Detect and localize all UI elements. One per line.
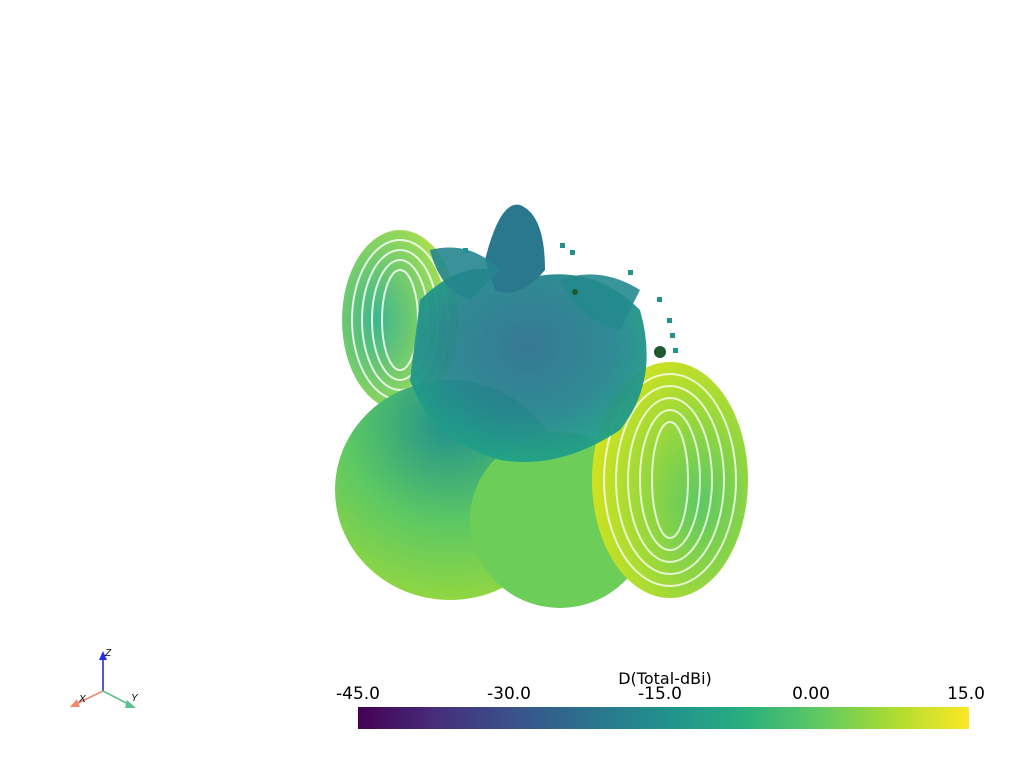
dark-artifact (654, 346, 666, 358)
y-axis-line (102, 690, 131, 706)
y-axis-arrow-icon (125, 700, 136, 708)
z-axis-arrow-icon (99, 651, 107, 660)
x-axis-line (75, 690, 104, 705)
x-axis-arrow-icon (70, 699, 80, 707)
y-axis-label: Y (131, 693, 139, 704)
x-axis-label: X (78, 694, 86, 705)
z-axis-label: Z (104, 648, 112, 659)
orientation-axes-widget[interactable]: Z X Y (60, 640, 150, 720)
core-mesh (410, 204, 666, 462)
scatter-fragments (440, 243, 678, 353)
lobe-right (592, 362, 748, 598)
